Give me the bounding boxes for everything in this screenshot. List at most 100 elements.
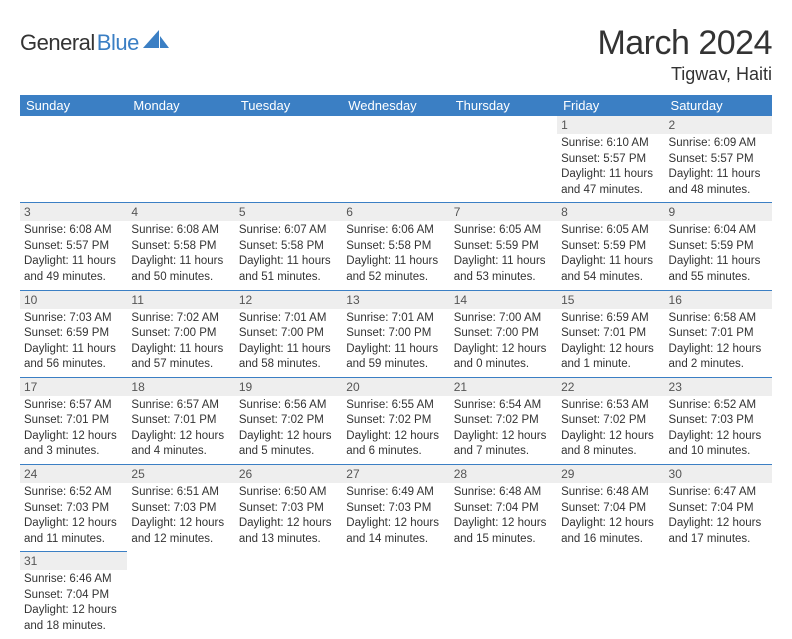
day-number: 29 [557,465,664,483]
sunrise-text: Sunrise: 6:48 AM [561,485,660,501]
daylight-text: Daylight: 11 hours and 47 minutes. [561,167,660,198]
sunset-text: Sunset: 7:04 PM [24,588,123,604]
day-info: Sunrise: 6:54 AMSunset: 7:02 PMDaylight:… [450,396,557,464]
sunset-text: Sunset: 7:02 PM [454,413,553,429]
logo-text-1: General [20,30,95,56]
calendar-cell: 1Sunrise: 6:10 AMSunset: 5:57 PMDaylight… [557,116,664,203]
calendar-cell: 17Sunrise: 6:57 AMSunset: 7:01 PMDayligh… [20,377,127,464]
daylight-text: Daylight: 11 hours and 55 minutes. [669,254,768,285]
calendar-cell: .. [342,552,449,639]
sunset-text: Sunset: 7:02 PM [239,413,338,429]
calendar-cell: 18Sunrise: 6:57 AMSunset: 7:01 PMDayligh… [127,377,234,464]
day-number: 22 [557,378,664,396]
daylight-text: Daylight: 12 hours and 6 minutes. [346,429,445,460]
daylight-text: Daylight: 12 hours and 12 minutes. [131,516,230,547]
day-number: 16 [665,291,772,309]
sunrise-text: Sunrise: 6:48 AM [454,485,553,501]
sunrise-text: Sunrise: 6:53 AM [561,398,660,414]
day-info: Sunrise: 6:52 AMSunset: 7:03 PMDaylight:… [20,483,127,551]
calendar-cell: 31Sunrise: 6:46 AMSunset: 7:04 PMDayligh… [20,552,127,639]
calendar-cell: .. [450,116,557,203]
day-number: 1 [557,116,664,134]
daylight-text: Daylight: 11 hours and 57 minutes. [131,342,230,373]
day-info: Sunrise: 6:08 AMSunset: 5:58 PMDaylight:… [127,221,234,289]
calendar-row: 3Sunrise: 6:08 AMSunset: 5:57 PMDaylight… [20,203,772,290]
sunrise-text: Sunrise: 6:07 AM [239,223,338,239]
calendar-cell: 13Sunrise: 7:01 AMSunset: 7:00 PMDayligh… [342,290,449,377]
sunrise-text: Sunrise: 6:08 AM [24,223,123,239]
calendar-cell: 27Sunrise: 6:49 AMSunset: 7:03 PMDayligh… [342,465,449,552]
sunrise-text: Sunrise: 7:00 AM [454,311,553,327]
day-info: Sunrise: 6:55 AMSunset: 7:02 PMDaylight:… [342,396,449,464]
daylight-text: Daylight: 12 hours and 15 minutes. [454,516,553,547]
calendar-head: SundayMondayTuesdayWednesdayThursdayFrid… [20,95,772,116]
day-info: Sunrise: 6:04 AMSunset: 5:59 PMDaylight:… [665,221,772,289]
sunset-text: Sunset: 5:57 PM [561,152,660,168]
calendar-cell: .. [127,116,234,203]
day-info: Sunrise: 6:57 AMSunset: 7:01 PMDaylight:… [127,396,234,464]
sail-icon [143,30,169,48]
day-number: 17 [20,378,127,396]
sunrise-text: Sunrise: 7:02 AM [131,311,230,327]
day-number: 19 [235,378,342,396]
calendar-cell: 16Sunrise: 6:58 AMSunset: 7:01 PMDayligh… [665,290,772,377]
calendar-cell: .. [665,552,772,639]
day-number: 2 [665,116,772,134]
sunset-text: Sunset: 7:01 PM [131,413,230,429]
day-info: Sunrise: 6:48 AMSunset: 7:04 PMDaylight:… [450,483,557,551]
sunrise-text: Sunrise: 7:03 AM [24,311,123,327]
daylight-text: Daylight: 11 hours and 51 minutes. [239,254,338,285]
daylight-text: Daylight: 12 hours and 0 minutes. [454,342,553,373]
sunset-text: Sunset: 7:01 PM [669,326,768,342]
day-info: Sunrise: 6:58 AMSunset: 7:01 PMDaylight:… [665,309,772,377]
daylight-text: Daylight: 11 hours and 48 minutes. [669,167,768,198]
day-number: 14 [450,291,557,309]
day-number: 24 [20,465,127,483]
day-number: 28 [450,465,557,483]
sunset-text: Sunset: 7:03 PM [24,501,123,517]
day-number: 23 [665,378,772,396]
day-info: Sunrise: 7:01 AMSunset: 7:00 PMDaylight:… [342,309,449,377]
calendar-cell: 12Sunrise: 7:01 AMSunset: 7:00 PMDayligh… [235,290,342,377]
day-number: 4 [127,203,234,221]
daylight-text: Daylight: 11 hours and 52 minutes. [346,254,445,285]
sunrise-text: Sunrise: 6:09 AM [669,136,768,152]
day-info: Sunrise: 6:08 AMSunset: 5:57 PMDaylight:… [20,221,127,289]
sunset-text: Sunset: 5:57 PM [24,239,123,255]
day-info: Sunrise: 6:10 AMSunset: 5:57 PMDaylight:… [557,134,664,202]
day-number: 6 [342,203,449,221]
daylight-text: Daylight: 12 hours and 1 minute. [561,342,660,373]
day-number: 10 [20,291,127,309]
daylight-text: Daylight: 12 hours and 4 minutes. [131,429,230,460]
day-info: Sunrise: 7:00 AMSunset: 7:00 PMDaylight:… [450,309,557,377]
sunset-text: Sunset: 5:59 PM [454,239,553,255]
day-number: 8 [557,203,664,221]
day-info: Sunrise: 6:48 AMSunset: 7:04 PMDaylight:… [557,483,664,551]
calendar-body: ..........1Sunrise: 6:10 AMSunset: 5:57 … [20,116,772,639]
daylight-text: Daylight: 12 hours and 3 minutes. [24,429,123,460]
sunrise-text: Sunrise: 6:52 AM [24,485,123,501]
calendar-cell: 30Sunrise: 6:47 AMSunset: 7:04 PMDayligh… [665,465,772,552]
sunrise-text: Sunrise: 6:50 AM [239,485,338,501]
sunrise-text: Sunrise: 6:55 AM [346,398,445,414]
calendar-cell: .. [235,116,342,203]
sunrise-text: Sunrise: 6:47 AM [669,485,768,501]
sunrise-text: Sunrise: 7:01 AM [346,311,445,327]
day-number: 26 [235,465,342,483]
day-number: 5 [235,203,342,221]
title-block: March 2024 Tigwav, Haiti [597,24,772,85]
calendar-row: 10Sunrise: 7:03 AMSunset: 6:59 PMDayligh… [20,290,772,377]
calendar-cell: 7Sunrise: 6:05 AMSunset: 5:59 PMDaylight… [450,203,557,290]
calendar-cell: .. [557,552,664,639]
sunrise-text: Sunrise: 6:04 AM [669,223,768,239]
dow-header: Saturday [665,95,772,116]
daylight-text: Daylight: 11 hours and 53 minutes. [454,254,553,285]
daylight-text: Daylight: 12 hours and 2 minutes. [669,342,768,373]
sunrise-text: Sunrise: 6:52 AM [669,398,768,414]
daylight-text: Daylight: 11 hours and 59 minutes. [346,342,445,373]
day-info: Sunrise: 6:09 AMSunset: 5:57 PMDaylight:… [665,134,772,202]
sunrise-text: Sunrise: 6:57 AM [131,398,230,414]
day-info: Sunrise: 6:50 AMSunset: 7:03 PMDaylight:… [235,483,342,551]
daylight-text: Daylight: 12 hours and 17 minutes. [669,516,768,547]
dow-header: Wednesday [342,95,449,116]
